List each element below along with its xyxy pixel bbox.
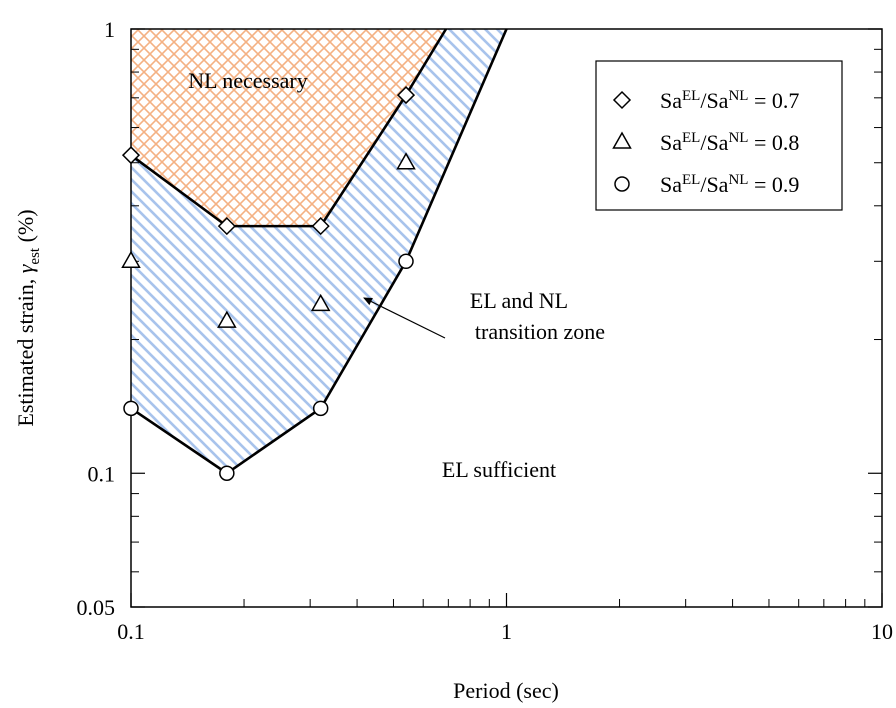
legend-text-part: /Sa: [700, 130, 728, 155]
legend-text-part: /Sa: [700, 88, 728, 113]
marker-diamond: [217, 217, 236, 236]
annotation: NL necessary: [188, 68, 308, 93]
marker-diamond: [612, 90, 632, 110]
legend-text-part: /Sa: [700, 172, 728, 197]
legend-text-part: EL: [682, 130, 700, 146]
legend-text-part: Sa: [660, 88, 682, 113]
x-tick-label: 1: [501, 619, 512, 644]
legend-label: SaEL/SaNL = 0.8: [660, 130, 799, 155]
y-axis-label: Estimated strain, γest (%): [13, 209, 43, 426]
annotation: EL and NL: [470, 288, 568, 313]
marker-triangle: [310, 293, 331, 312]
y-tick-label: 1: [104, 17, 115, 42]
y-tick-label: 0.1: [88, 461, 116, 486]
marker-triangle: [612, 131, 632, 149]
legend-box: [595, 60, 843, 211]
marker-diamond: [121, 146, 141, 165]
legend-label: SaEL/SaNL = 0.9: [660, 172, 799, 197]
legend-text-part: = 0.9: [748, 172, 799, 197]
marker-diamond: [396, 86, 416, 105]
marker-triangle: [396, 152, 416, 170]
legend-text-part: = 0.8: [748, 130, 799, 155]
marker-circle: [398, 253, 414, 270]
marker-circle: [123, 400, 139, 417]
legend-text-part: EL: [682, 172, 700, 188]
x-tick-label: 10: [871, 619, 893, 644]
y-tick-label: 0.05: [77, 595, 116, 620]
region-transition: [131, 29, 507, 474]
annotation: transition zone: [475, 319, 605, 344]
legend-text-part: EL: [682, 88, 700, 104]
annotation-arrow: [363, 297, 446, 339]
annotation: EL sufficient: [442, 457, 556, 482]
marker-circle: [219, 465, 235, 482]
marker-diamond: [311, 217, 330, 236]
marker-triangle: [121, 250, 141, 269]
legend-text-part: = 0.7: [748, 88, 799, 113]
legend-text-part: NL: [728, 130, 748, 146]
marker-circle: [614, 176, 630, 192]
marker-circle: [312, 400, 329, 417]
x-axis-label: Period (sec): [453, 678, 559, 703]
legend-text-part: Sa: [660, 172, 682, 197]
region-nl-necessary: [131, 29, 446, 227]
marker-triangle: [217, 310, 237, 328]
legend-text-part: Sa: [660, 130, 682, 155]
x-tick-label: 0.1: [117, 619, 145, 644]
legend-text-part: NL: [728, 172, 748, 188]
legend-label: SaEL/SaNL = 0.7: [660, 88, 799, 113]
legend-text-part: NL: [728, 88, 748, 104]
